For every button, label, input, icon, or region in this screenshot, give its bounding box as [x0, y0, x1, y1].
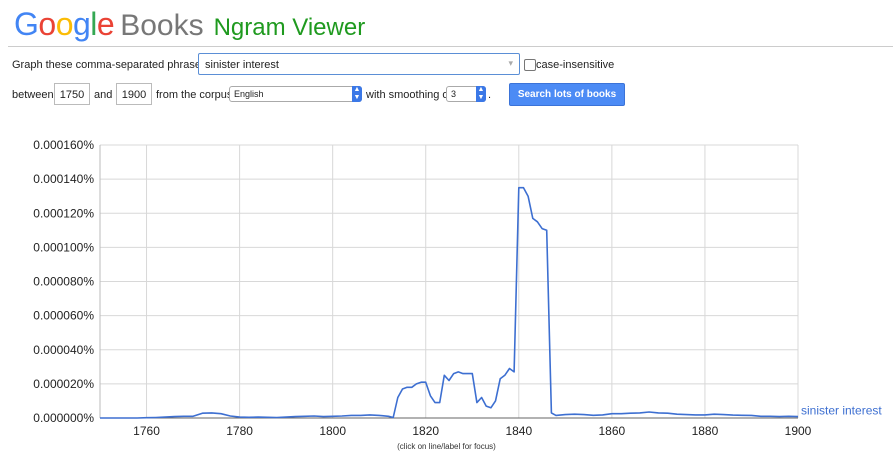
logo-letter: g [72, 6, 91, 42]
y-tick-label: 0.000080% [33, 275, 94, 289]
series-label[interactable]: sinister interest [801, 404, 882, 418]
smoothing-label: with smoothing of [366, 89, 452, 101]
google-wordmark: Google [14, 6, 115, 43]
x-tick-label: 1800 [319, 424, 346, 438]
phrase-input[interactable]: sinister interest ▾ [198, 53, 520, 75]
y-tick-label: 0.000140% [33, 172, 94, 186]
phrases-label: Graph these comma-separated phrases: [12, 59, 210, 71]
smoothing-select[interactable]: 3 ▲ ▼ [446, 86, 486, 102]
corpus-select-value: English [234, 89, 264, 99]
y-tick-label: 0.000100% [33, 240, 94, 254]
x-axis-ticks: 1760 1780 1800 1820 1840 1860 1880 1900 [133, 424, 811, 438]
x-tick-label: 1900 [785, 424, 812, 438]
y-tick-label: 0.000040% [33, 343, 94, 357]
chart-series: sinister interest [100, 186, 882, 419]
x-tick-label: 1820 [412, 424, 439, 438]
x-tick-label: 1840 [505, 424, 532, 438]
corpus-select[interactable]: English ▲ ▼ [229, 86, 362, 102]
logo-letter: o [38, 6, 56, 42]
logo-letter: G [14, 6, 39, 42]
select-arrows-icon: ▲ ▼ [476, 86, 486, 102]
y-tick-label: 0.000160% [33, 138, 94, 152]
header-divider [8, 46, 893, 47]
x-tick-label: 1760 [133, 424, 160, 438]
y-tick-label: 0.000020% [33, 377, 94, 391]
x-tick-label: 1780 [226, 424, 253, 438]
series-line [100, 186, 799, 419]
books-wordmark: Books [120, 9, 204, 42]
x-tick-label: 1880 [692, 424, 719, 438]
google-books-logo[interactable]: Google Books Ngram Viewer [14, 6, 365, 46]
chart-grid [99, 144, 799, 419]
search-button[interactable]: Search lots of books [509, 83, 625, 106]
y-tick-label: 0.000000% [33, 411, 94, 425]
phrase-input-value: sinister interest [205, 59, 279, 71]
between-label: between [12, 89, 54, 101]
logo-letter: o [55, 6, 74, 42]
select-arrows-icon: ▲ ▼ [352, 86, 362, 102]
chart-footnote: (click on line/label for focus) [397, 442, 496, 451]
y-tick-label: 0.000120% [33, 206, 94, 220]
y-tick-label: 0.000060% [33, 309, 94, 323]
case-insensitive-checkbox[interactable] [524, 59, 536, 71]
y-axis-ticks: 0.000000% 0.000020% 0.000040% 0.000060% 0.00… [33, 138, 94, 425]
smoothing-select-value: 3 [451, 89, 457, 99]
start-year-input[interactable]: 1750 [54, 83, 90, 105]
period-label: . [488, 89, 492, 101]
and-label: and [94, 89, 113, 101]
logo-letter: e [96, 6, 115, 42]
chevron-down-icon[interactable]: ▾ [508, 58, 513, 68]
case-insensitive-label: case-insensitive [536, 59, 615, 71]
logo-letter: l [90, 6, 97, 42]
end-year-input[interactable]: 1900 [116, 83, 152, 105]
corpus-label: from the corpus [156, 89, 233, 101]
page-title: Ngram Viewer [213, 14, 366, 41]
x-tick-label: 1860 [599, 424, 626, 438]
ngram-chart: 0.000000% 0.000020% 0.000040% 0.000060% 0.00… [33, 138, 882, 438]
